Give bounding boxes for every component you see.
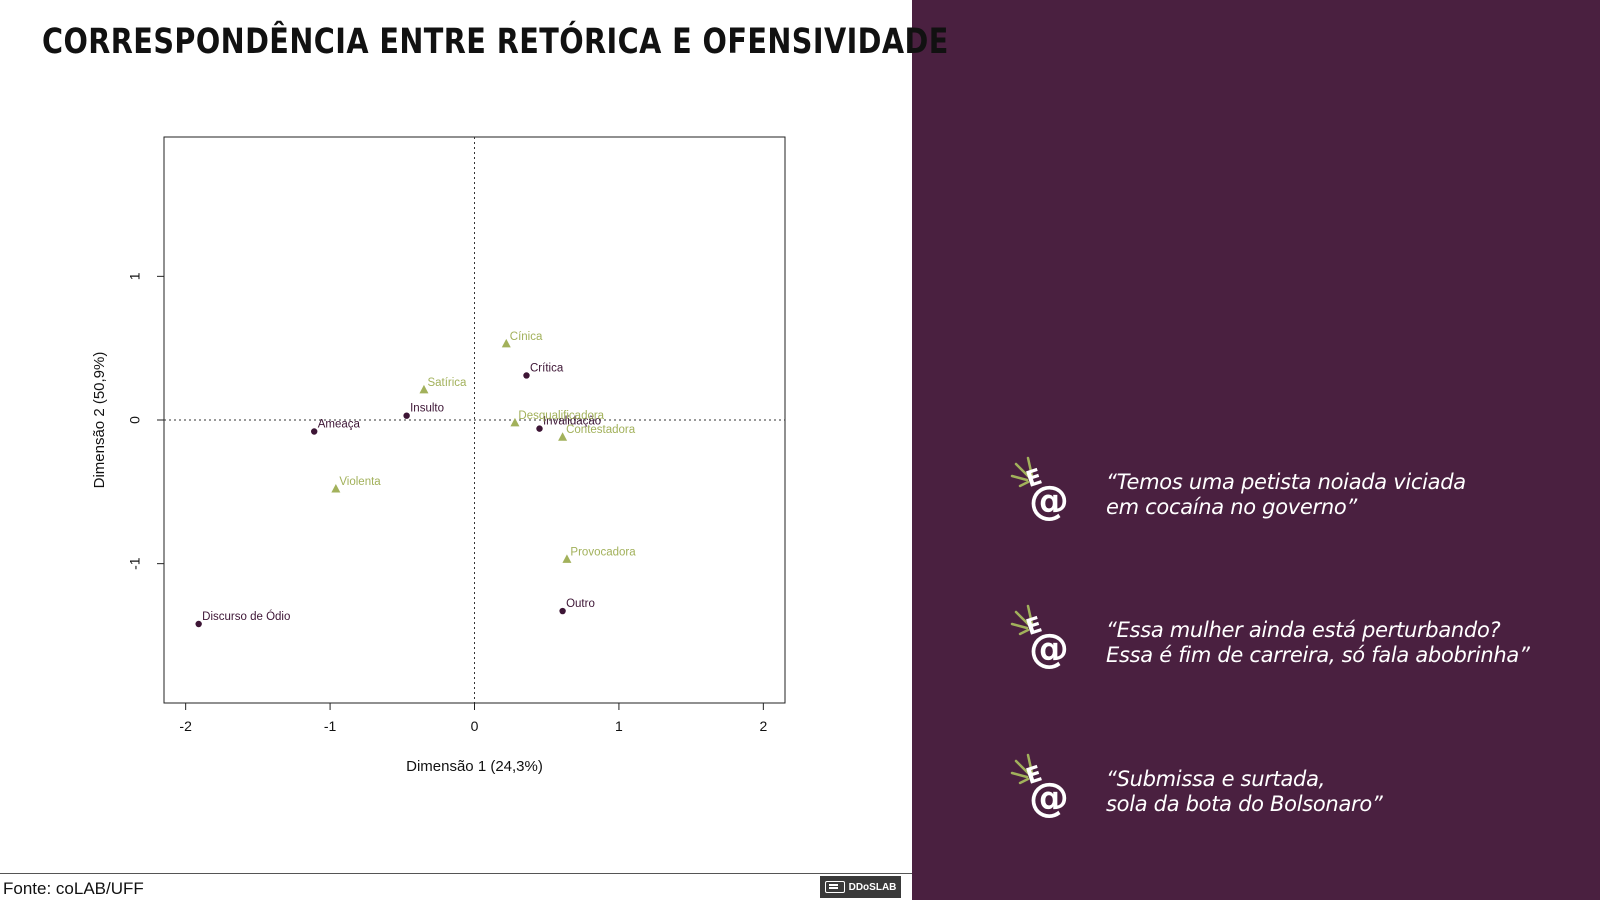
slide-title: Correspondência entre Retórica e Ofensiv…	[42, 22, 949, 62]
svg-text:@: @	[1029, 775, 1069, 821]
y-tick-label: 0	[127, 416, 143, 424]
logo-icon	[824, 881, 845, 893]
svg-text:@: @	[1029, 478, 1069, 524]
quote-card: @ E “Temos uma petista noiada viciada em…	[1010, 452, 1570, 532]
data-point-label: Desqualificadora	[518, 410, 604, 422]
quote-text: “Essa mulher ainda está perturbando? Ess…	[1106, 618, 1530, 667]
data-point-label: Outro	[566, 598, 595, 610]
quote-text: “Temos uma petista noiada viciada em coc…	[1106, 470, 1466, 519]
svg-text:E: E	[1023, 465, 1045, 493]
quotes-panel	[912, 0, 1600, 900]
data-point-label: Crítica	[530, 362, 564, 374]
svg-text:E: E	[1023, 613, 1045, 641]
data-point-circle	[195, 620, 202, 628]
data-point-triangle	[501, 338, 511, 348]
data-point-triangle	[331, 483, 341, 493]
svg-text:@: @	[1029, 626, 1069, 672]
data-point-label: Satírica	[427, 377, 467, 389]
colab-at-icon: @ E	[1010, 456, 1069, 524]
data-point-label: Cínica	[510, 331, 543, 343]
chart-panel	[0, 0, 912, 900]
y-tick-label: -1	[127, 557, 143, 570]
quote-card: @ E “Submissa e surtada, sola da bota do…	[1010, 749, 1570, 829]
source-note: Fonte: coLAB/UFF	[3, 879, 144, 898]
data-point-label: Invalidação	[543, 416, 601, 428]
ddoslab-logo: DDoSLAB	[820, 876, 901, 898]
data-point-triangle	[562, 554, 572, 563]
colab-at-icon: @ E	[1010, 604, 1069, 672]
data-point-triangle	[419, 384, 429, 394]
x-axis-label: Dimensão 1 (24,3%)	[406, 758, 543, 775]
x-tick-label: 0	[471, 718, 479, 734]
data-point-circle	[403, 412, 410, 419]
x-tick-label: -1	[324, 718, 337, 734]
data-point-circle	[536, 425, 543, 432]
data-point-triangle	[558, 432, 568, 441]
x-tick-label: -2	[179, 718, 192, 734]
data-point-label: Provocadora	[570, 546, 636, 558]
data-point-label: Violenta	[339, 476, 381, 488]
correspondence-scatter-chart: -2 -1 0 1 2 -1 0 1 Dimensão 1 (24,3%) Dimensão 2 …	[91, 136, 786, 775]
y-axis-label: Dimensão 2 (50,9%)	[91, 352, 108, 489]
data-point-triangle	[510, 417, 520, 427]
y-tick-label: 1	[127, 272, 143, 280]
colab-at-icon: @ E	[1010, 753, 1069, 821]
data-point-circle	[523, 372, 530, 379]
quote-card: @ E “Essa mulher ainda está perturbando?…	[1010, 600, 1570, 680]
x-tick-label: 1	[615, 718, 623, 734]
data-point-label: Ameaça	[318, 418, 361, 430]
data-point-label: Insulto	[410, 403, 444, 415]
x-tick-label: 2	[759, 718, 767, 734]
data-point-label: Discurso de Ódio	[202, 610, 290, 623]
quote-text: “Submissa e surtada, sola da bota do Bol…	[1106, 767, 1383, 816]
svg-text:E: E	[1023, 762, 1045, 790]
data-point-label: Contestadora	[566, 424, 636, 436]
data-point-circle	[559, 607, 566, 615]
data-point-circle	[310, 428, 318, 435]
footer-divider	[0, 873, 912, 874]
logo-text: DDoSLAB	[848, 881, 897, 893]
